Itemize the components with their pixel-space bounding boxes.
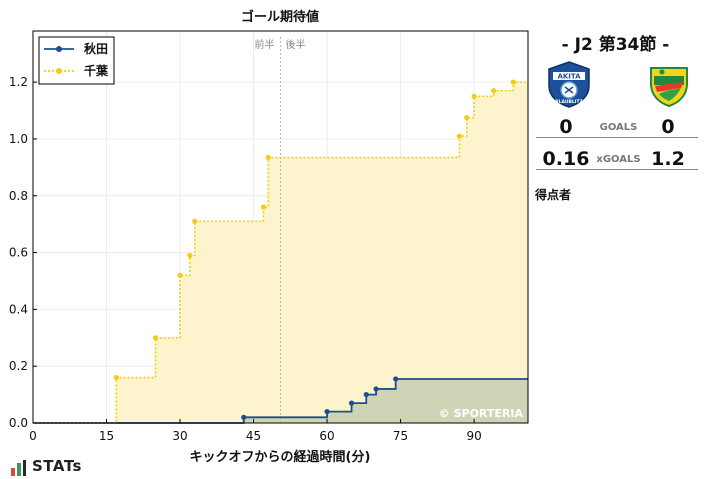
y-tick-label: 0.0 — [9, 416, 28, 430]
first-half-label: 前半 — [255, 38, 275, 51]
divider — [536, 169, 698, 170]
home-xg: 0.16 — [542, 148, 590, 170]
legend-label: 千葉 — [84, 63, 109, 78]
watermark: © SPORTERIA — [439, 407, 524, 420]
y-tick-label: 0.8 — [9, 189, 28, 203]
data-point — [187, 252, 193, 259]
away-xg: 1.2 — [651, 148, 685, 170]
legend-marker — [56, 46, 62, 52]
legend-label: 秋田 — [84, 41, 108, 56]
y-tick-label: 0.6 — [9, 246, 28, 260]
area-fills — [33, 82, 528, 423]
x-tick-label: 30 — [172, 429, 187, 443]
data-point — [113, 374, 119, 381]
data-point — [491, 88, 497, 94]
x-tick-label: 0 — [29, 429, 37, 443]
data-point — [192, 218, 198, 224]
x-tick-label: 45 — [246, 429, 261, 443]
divider — [536, 137, 698, 138]
scorers-label: 得点者 — [535, 188, 572, 202]
data-point — [177, 272, 183, 278]
data-point — [464, 115, 470, 121]
xgoals-row: 0.16 xGOALS 1.2 — [536, 148, 698, 172]
x-tick-label: 15 — [99, 429, 114, 443]
match-title: - J2 第34節 - — [561, 35, 670, 55]
x-tick-label: 90 — [466, 429, 481, 443]
series-fill — [33, 82, 528, 423]
away-goals: 0 — [661, 116, 675, 138]
data-point — [241, 414, 247, 420]
home-goals: 0 — [559, 116, 573, 138]
data-point — [265, 154, 271, 161]
data-point — [260, 204, 266, 210]
y-tick-label: 1.0 — [9, 132, 28, 146]
x-tick-label: 75 — [393, 429, 408, 443]
data-point — [510, 79, 516, 85]
data-point — [373, 386, 379, 392]
crest-subtext: BLAUBLITZ — [555, 99, 583, 105]
data-point — [152, 335, 159, 341]
goals-label: GOALS — [599, 122, 638, 133]
halftime-marker: 前半 後半 — [255, 37, 306, 423]
axis-ticks: 0 15 30 45 60 75 90 0.0 0.2 0.4 0.6 0.8 1.0 1.2 — [9, 75, 482, 443]
crest-text: AKITA — [557, 73, 581, 81]
jef-chiba-crest-icon — [650, 67, 688, 108]
akita-blaublitz-crest-icon: AKITA BLAUBLITZ — [548, 61, 590, 108]
goals-row: 0 GOALS 0 — [536, 116, 698, 140]
x-axis-label: キックオフからの経過時間(分) — [190, 449, 371, 465]
y-tick-label: 0.4 — [9, 302, 28, 316]
data-point — [324, 409, 330, 415]
data-point — [363, 391, 369, 398]
chart-title: ゴール期待値 — [241, 9, 319, 25]
xgoals-label: xGOALS — [596, 154, 641, 165]
series-fill — [33, 378, 528, 423]
series-line — [33, 378, 528, 424]
data-point — [348, 400, 355, 406]
second-half-label: 後半 — [286, 38, 306, 51]
y-tick-label: 0.2 — [9, 359, 28, 373]
x-tick-label: 60 — [319, 429, 334, 443]
legend-marker — [56, 68, 62, 74]
series-points — [113, 79, 516, 420]
data-point — [471, 93, 477, 99]
data-point — [456, 133, 462, 139]
legend-box — [38, 36, 115, 85]
bar-chart-icon — [11, 460, 26, 476]
data-point — [393, 376, 399, 382]
brand-name: STATs — [32, 457, 82, 475]
plot-frame — [32, 30, 529, 424]
y-tick-label: 1.2 — [9, 75, 28, 89]
